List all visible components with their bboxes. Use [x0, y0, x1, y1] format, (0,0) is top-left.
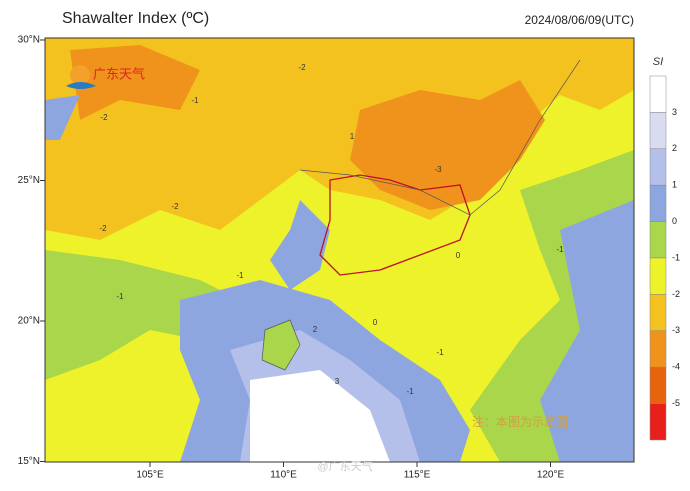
lon-label: 105°E	[136, 470, 164, 481]
lat-label: 30°N	[18, 35, 40, 46]
colorbar-tick: -2	[672, 289, 680, 299]
map-note: 注：本图为示意图	[472, 414, 568, 429]
contour-label: -1	[236, 271, 244, 280]
contour-label: -1	[556, 245, 564, 254]
contour-label: -2	[99, 224, 107, 233]
colorbar-tick: 2	[672, 143, 677, 153]
coastline	[299, 59, 581, 216]
watermark: @广东天气	[317, 459, 372, 473]
colorbar-swatch	[649, 112, 667, 150]
field-blue	[540, 200, 634, 462]
contour-label: -2	[298, 63, 306, 72]
colorbar-tick: 3	[672, 107, 677, 117]
colorbar-swatch	[649, 184, 667, 222]
island	[261, 319, 301, 371]
colorbar-tick: -1	[672, 252, 680, 262]
field-blue	[45, 95, 80, 140]
field-blue	[270, 200, 330, 290]
contour-label: 2	[313, 325, 318, 334]
title: Shawalter Index (ºC)	[62, 10, 209, 27]
lat-label: 15°N	[18, 456, 40, 467]
dynamic-layer: 30°N 25°N 20°N 15°N 105°E 110°E 115°E 120°E -2 -2…	[18, 35, 680, 481]
timestamp: 2024/08/06/09(UTC)	[525, 13, 634, 27]
field-orange	[70, 45, 200, 120]
colorbar-tick: -3	[672, 325, 680, 335]
contour-label: -1	[191, 96, 199, 105]
logo-sun	[70, 65, 90, 85]
colorbar-swatch	[649, 148, 667, 186]
colorbar-label: SI	[653, 56, 663, 68]
lon-label: 120°E	[537, 470, 565, 481]
field-orange-light	[45, 38, 634, 240]
contour-label: -1	[116, 292, 124, 301]
lon-label: 115°E	[404, 470, 431, 481]
lon-label: 110°E	[270, 470, 297, 481]
logo-wave	[66, 82, 96, 89]
province-boundary	[319, 174, 471, 276]
lat-label: 25°N	[18, 175, 40, 186]
colorbar-tick: -5	[672, 398, 680, 408]
contour-label: -2	[171, 202, 179, 211]
colorbar-swatch	[649, 330, 667, 368]
colorbar-swatch	[649, 403, 667, 441]
contour-label: 0	[456, 251, 461, 260]
lat-label: 20°N	[18, 316, 40, 327]
field-white	[250, 370, 390, 462]
colorbar-swatch	[649, 257, 667, 295]
colorbar-swatch	[649, 221, 667, 259]
logo-text: 广东天气	[93, 66, 145, 81]
colorbar-swatch	[649, 366, 667, 404]
map-frame	[44, 37, 635, 463]
colorbar-swatch	[649, 294, 667, 332]
contour-label: -1	[436, 348, 444, 357]
colorbar-tick: 0	[672, 216, 677, 226]
field-orange	[350, 80, 545, 210]
contour-label: 1	[350, 132, 355, 141]
contour-label: -1	[406, 387, 414, 396]
field-green	[45, 250, 240, 380]
map-field	[45, 38, 634, 462]
colorbar-tick: 1	[672, 180, 677, 190]
contour-label: -3	[434, 165, 442, 174]
contour-label: 3	[335, 377, 340, 386]
colorbar-tick: -4	[672, 362, 680, 372]
logo: 广东天气	[66, 65, 145, 89]
colorbar-swatch	[649, 75, 667, 113]
contour-label: -2	[100, 113, 108, 122]
contour-label: 0	[373, 318, 378, 327]
